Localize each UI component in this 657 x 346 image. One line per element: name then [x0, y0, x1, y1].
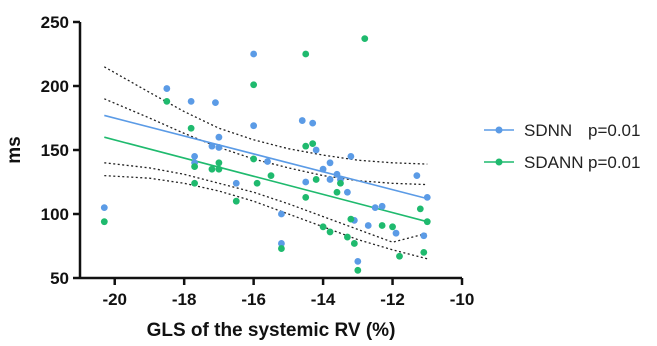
point-sdann — [416, 205, 424, 213]
point-sdann — [396, 252, 403, 260]
point-sdnn — [423, 193, 431, 201]
point-sdann — [350, 240, 358, 247]
point-sdnn — [302, 178, 310, 186]
point-sdann — [309, 140, 317, 148]
point-sdnn — [364, 222, 372, 229]
y-tick-label: 100 — [41, 205, 69, 224]
point-sdann — [312, 176, 320, 183]
point-sdann — [215, 165, 223, 173]
x-tick-label: -12 — [380, 290, 405, 309]
point-sdann — [253, 179, 261, 187]
y-axis-title: ms — [4, 136, 25, 163]
point-sdnn — [232, 179, 240, 187]
point-sdann — [347, 215, 355, 223]
legend: SDNN p=0.01 SDANN p=0.01 — [484, 121, 640, 172]
x-axis-title: GLS of the systemic RV (%) — [147, 320, 396, 341]
ci-upper-sdnn — [103, 66, 428, 165]
point-sdnn — [309, 119, 317, 127]
point-sdnn — [333, 170, 341, 178]
x-tick-label: -14 — [311, 290, 336, 309]
y-tick-label: 50 — [50, 269, 69, 288]
point-sdnn — [215, 144, 223, 151]
point-sdnn — [208, 142, 216, 150]
point-sdann — [333, 188, 341, 196]
point-sdann — [187, 124, 195, 132]
point-sdann — [354, 266, 362, 274]
point-sdnn — [392, 229, 400, 237]
data-points — [100, 35, 431, 274]
point-sdnn — [187, 97, 195, 105]
point-sdann — [344, 233, 351, 241]
x-tick-label: -10 — [450, 290, 475, 309]
point-sdann — [278, 245, 285, 252]
point-sdann — [191, 179, 199, 187]
point-sdann — [423, 218, 431, 226]
y-tick-label: 250 — [41, 13, 69, 32]
y-tick-label: 200 — [41, 77, 69, 96]
point-sdann — [232, 197, 240, 205]
x-tick-label: -16 — [241, 290, 266, 309]
point-sdnn — [344, 188, 351, 196]
point-sdnn — [191, 153, 199, 160]
point-sdann — [302, 142, 310, 150]
point-sdnn — [354, 257, 362, 265]
axis-ticks: 50 100 150 200 250 -20 -18 -16 -14 -12 -10 — [41, 13, 475, 309]
point-sdnn — [347, 153, 355, 160]
point-sdnn — [264, 158, 271, 165]
point-sdnn — [100, 204, 108, 212]
point-sdann — [319, 223, 327, 231]
x-tick-label: -20 — [102, 290, 127, 309]
y-tick-label: 150 — [41, 141, 69, 160]
point-sdann — [302, 50, 310, 58]
axes — [78, 22, 462, 280]
point-sdann — [337, 179, 344, 187]
point-sdann — [250, 81, 258, 89]
point-sdnn — [163, 85, 171, 92]
legend-label-sdnn: SDNN — [524, 121, 572, 140]
legend-pvalue-sdann: p=0.01 — [588, 153, 640, 172]
point-sdnn — [326, 159, 334, 167]
legend-label-sdann: SDANN — [524, 153, 584, 172]
legend-pvalue-sdnn: p=0.01 — [588, 121, 640, 140]
point-sdann — [250, 155, 258, 163]
regression-line-sdann — [104, 136, 428, 223]
ci-lower-sdnn — [104, 162, 428, 243]
point-sdann — [100, 218, 108, 226]
point-sdann — [302, 193, 310, 201]
point-sdnn — [326, 176, 334, 183]
point-sdann — [378, 222, 386, 229]
point-sdnn — [250, 50, 258, 58]
legend-marker-sdann — [495, 158, 503, 166]
confidence-bands — [103, 66, 428, 260]
point-sdnn — [298, 117, 306, 124]
point-sdnn — [371, 204, 379, 212]
point-sdann — [191, 163, 199, 171]
point-sdnn — [215, 133, 223, 141]
point-sdnn — [413, 172, 421, 180]
point-sdann — [215, 159, 223, 167]
legend-marker-sdnn — [495, 126, 503, 134]
point-sdnn — [420, 232, 428, 240]
point-sdann — [326, 228, 334, 236]
regression-line-sdnn — [104, 114, 428, 200]
point-sdann — [361, 35, 369, 43]
point-sdann — [389, 223, 396, 231]
point-sdnn — [250, 122, 258, 130]
point-sdann — [163, 97, 171, 105]
point-sdnn — [278, 210, 285, 218]
point-sdnn — [278, 240, 285, 247]
point-sdann — [208, 165, 216, 173]
point-sdann — [420, 249, 428, 256]
ci-lower-sdann — [104, 174, 428, 260]
point-sdnn — [212, 99, 219, 107]
point-sdnn — [319, 165, 327, 173]
point-sdann — [267, 172, 275, 180]
ci-upper-sdann — [104, 98, 428, 186]
point-sdnn — [378, 202, 386, 210]
x-tick-label: -18 — [172, 290, 197, 309]
point-sdnn — [312, 146, 320, 154]
